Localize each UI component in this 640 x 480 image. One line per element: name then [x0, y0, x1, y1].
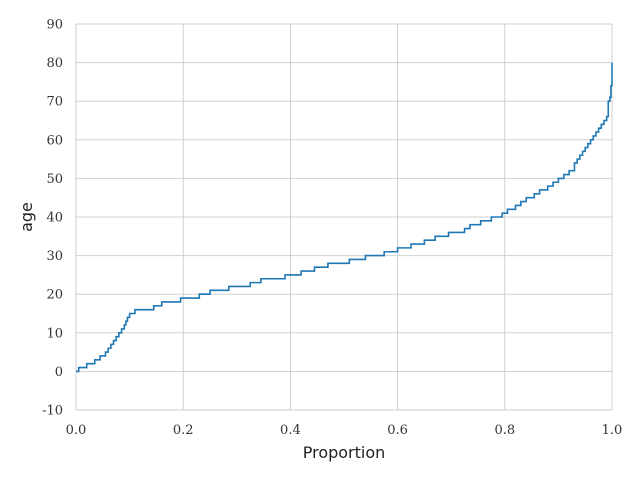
y-tick-label: 70: [46, 95, 63, 110]
x-tick-label: 0.0: [66, 423, 87, 438]
y-tick-label: 60: [46, 133, 63, 148]
y-tick-label: 20: [46, 288, 63, 303]
y-tick-label: -10: [42, 404, 63, 419]
axes: [75, 24, 612, 411]
ecdf-line: [76, 62, 613, 373]
series-layer: [76, 62, 613, 373]
x-tick-label: 1.0: [602, 423, 623, 438]
y-tick-label: 0: [55, 365, 63, 380]
x-axis-ticks: 0.0 0.2 0.4 0.6 0.8 1.0: [66, 423, 623, 438]
y-tick-label: 40: [46, 211, 63, 226]
grid: [75, 23, 613, 411]
y-tick-label: 90: [46, 18, 63, 33]
y-tick-label: 10: [46, 326, 63, 341]
x-tick-label: 0.4: [280, 423, 301, 438]
y-axis-label: age: [17, 202, 36, 232]
y-tick-label: 80: [46, 56, 63, 71]
y-tick-label: 50: [46, 172, 63, 187]
y-axis-ticks: -10 0 10 20 30 40 50 60 70 80 90: [42, 18, 63, 419]
x-axis-label: Proportion: [303, 443, 386, 462]
y-tick-label: 30: [46, 249, 63, 264]
x-tick-label: 0.2: [173, 423, 194, 438]
x-tick-label: 0.8: [494, 423, 515, 438]
x-tick-label: 0.6: [387, 423, 408, 438]
